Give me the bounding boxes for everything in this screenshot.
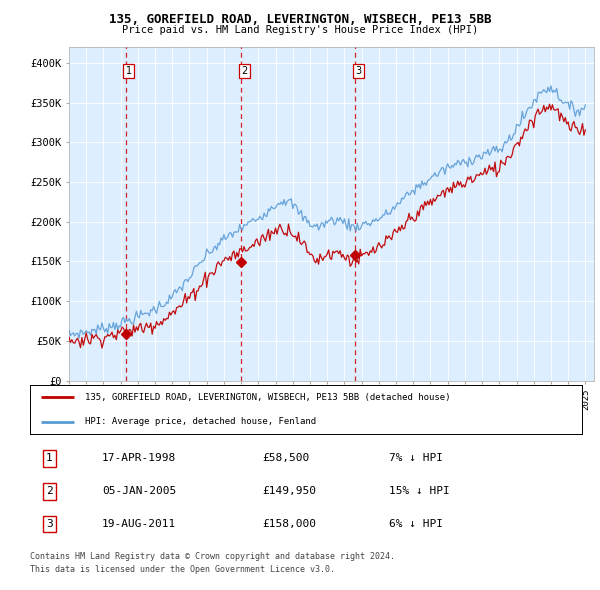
Text: £158,000: £158,000 [262, 519, 316, 529]
Text: 7% ↓ HPI: 7% ↓ HPI [389, 454, 443, 463]
Text: 6% ↓ HPI: 6% ↓ HPI [389, 519, 443, 529]
Text: Contains HM Land Registry data © Crown copyright and database right 2024.: Contains HM Land Registry data © Crown c… [30, 552, 395, 560]
Text: 19-AUG-2011: 19-AUG-2011 [102, 519, 176, 529]
Text: £149,950: £149,950 [262, 486, 316, 496]
Text: 17-APR-1998: 17-APR-1998 [102, 454, 176, 463]
Text: 135, GOREFIELD ROAD, LEVERINGTON, WISBECH, PE13 5BB: 135, GOREFIELD ROAD, LEVERINGTON, WISBEC… [109, 13, 491, 26]
Text: Price paid vs. HM Land Registry's House Price Index (HPI): Price paid vs. HM Land Registry's House … [122, 25, 478, 35]
Text: 3: 3 [355, 66, 362, 76]
Text: 1: 1 [46, 454, 53, 463]
Text: £58,500: £58,500 [262, 454, 309, 463]
Text: 15% ↓ HPI: 15% ↓ HPI [389, 486, 449, 496]
Text: 3: 3 [46, 519, 53, 529]
Text: 1: 1 [125, 66, 132, 76]
Text: 2: 2 [46, 486, 53, 496]
Text: 05-JAN-2005: 05-JAN-2005 [102, 486, 176, 496]
Text: 135, GOREFIELD ROAD, LEVERINGTON, WISBECH, PE13 5BB (detached house): 135, GOREFIELD ROAD, LEVERINGTON, WISBEC… [85, 393, 451, 402]
Text: This data is licensed under the Open Government Licence v3.0.: This data is licensed under the Open Gov… [30, 565, 335, 574]
Text: HPI: Average price, detached house, Fenland: HPI: Average price, detached house, Fenl… [85, 417, 316, 426]
Text: 2: 2 [241, 66, 248, 76]
